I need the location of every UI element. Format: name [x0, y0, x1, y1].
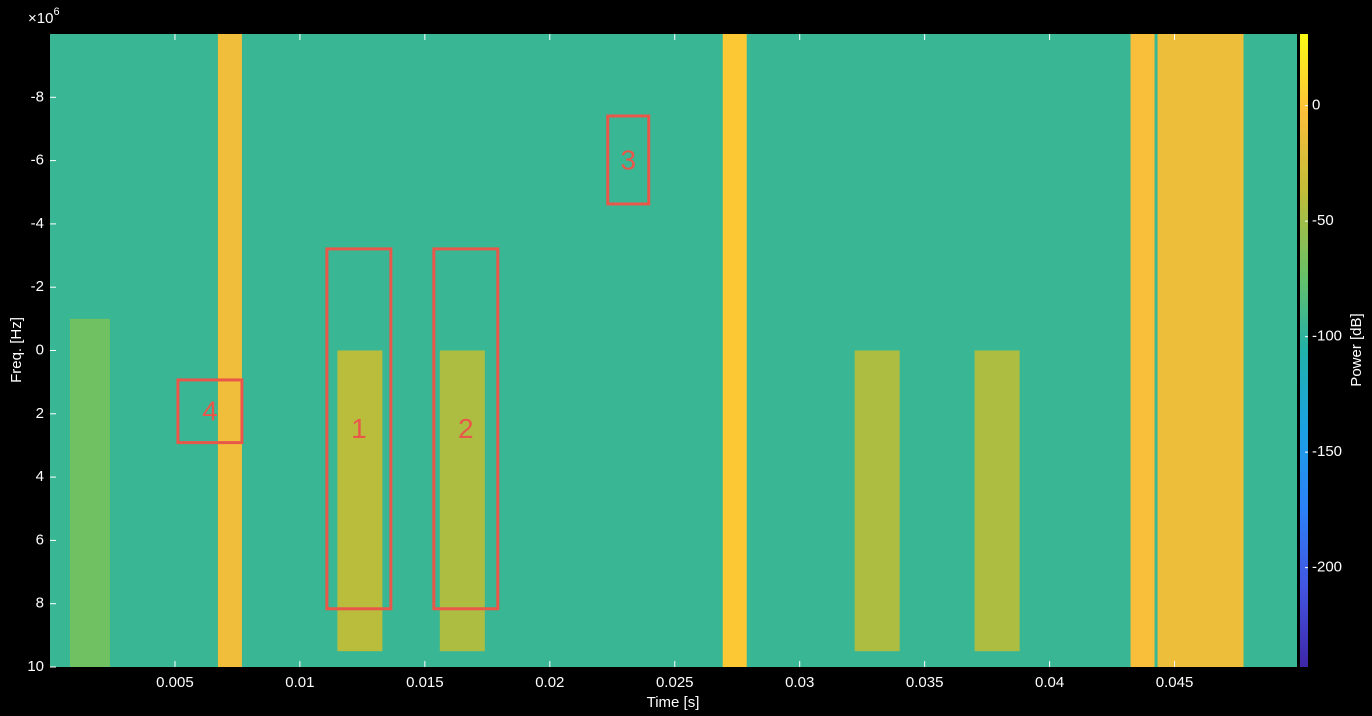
annotation-label: 4 — [202, 396, 218, 427]
y-tick-label: -4 — [31, 215, 44, 232]
y-tick-label: 6 — [36, 531, 44, 548]
multiplier-base: ×10 — [28, 10, 53, 27]
y-axis-label: Freq. [Hz] — [8, 317, 25, 383]
colorbar-tick-label: 0 — [1312, 97, 1320, 114]
power-band — [440, 351, 485, 652]
x-tick-label: 0.04 — [1035, 674, 1064, 691]
colorbar-tick-label: -50 — [1312, 212, 1334, 229]
x-tick-label: 0.045 — [1156, 674, 1194, 691]
colorbar-tick-label: -150 — [1312, 443, 1342, 460]
power-band — [70, 319, 110, 667]
y-tick-label: -8 — [31, 88, 44, 105]
x-tick-label: 0.005 — [156, 674, 194, 691]
annotation-label: 3 — [620, 144, 636, 175]
y-tick-label: 8 — [36, 595, 44, 612]
x-tick-label: 0.025 — [656, 674, 694, 691]
power-band — [1131, 34, 1155, 667]
y-tick-label: 4 — [36, 468, 44, 485]
x-tick-label: 0.015 — [406, 674, 444, 691]
annotation-label: 1 — [351, 413, 367, 444]
chart: ×106 Time [s] Freq. [Hz] Power [dB] 0.00… — [0, 0, 1372, 711]
y-tick-label: 10 — [27, 658, 44, 675]
power-band — [855, 351, 900, 652]
power-band — [975, 351, 1020, 652]
y-tick-label: 0 — [36, 341, 44, 358]
colorbar-tick-label: -100 — [1312, 328, 1342, 345]
y-tick-label: -2 — [31, 278, 44, 295]
y-multiplier: ×106 — [28, 6, 60, 27]
x-axis-label: Time [s] — [647, 694, 700, 711]
y-tick-label: 2 — [36, 405, 44, 422]
colorbar-tick-label: -200 — [1312, 559, 1342, 576]
colorbar — [1300, 34, 1308, 667]
power-band — [218, 34, 242, 667]
annotation-label: 2 — [458, 413, 474, 444]
y-tick-label: -6 — [31, 152, 44, 169]
power-band — [1158, 34, 1244, 667]
x-tick-label: 0.02 — [535, 674, 564, 691]
x-tick-label: 0.03 — [785, 674, 814, 691]
power-band — [337, 351, 382, 652]
multiplier-exponent: 6 — [53, 6, 59, 18]
x-tick-label: 0.035 — [906, 674, 944, 691]
power-band — [723, 34, 747, 667]
plot-area — [50, 34, 1297, 667]
x-tick-label: 0.01 — [285, 674, 314, 691]
colorbar-label: Power [dB] — [1348, 313, 1365, 386]
